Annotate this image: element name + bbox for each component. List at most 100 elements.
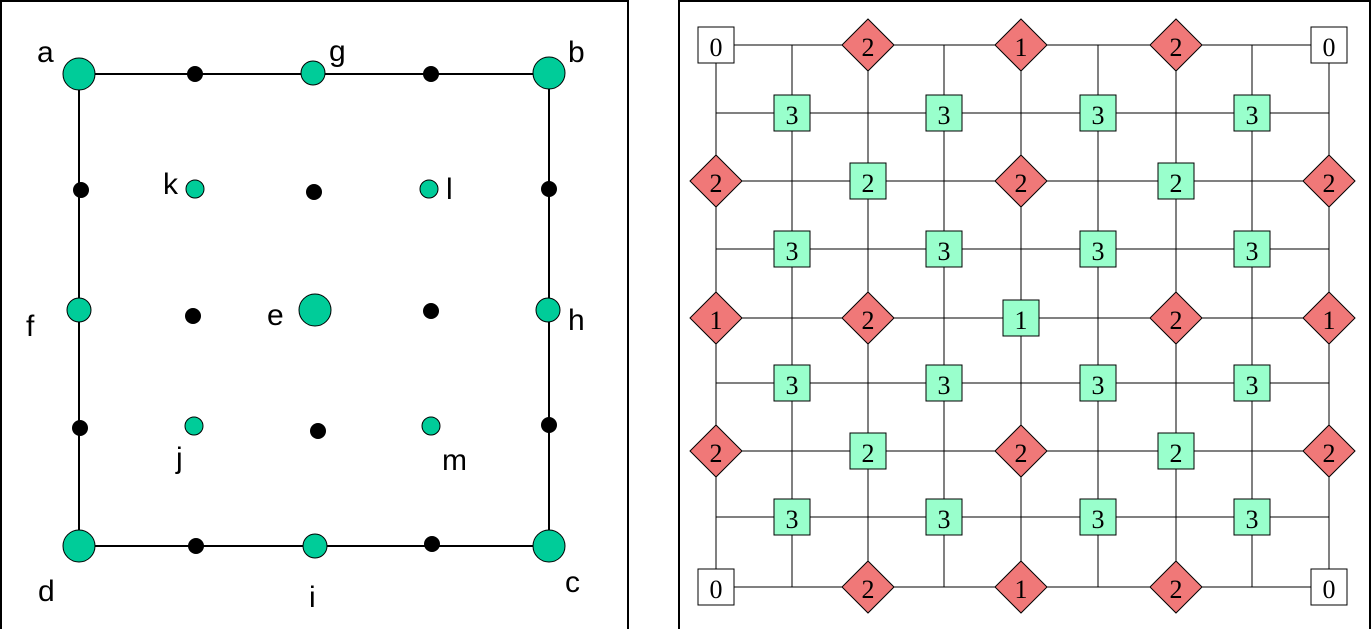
node-f	[66, 297, 92, 323]
green-box: 1	[1002, 299, 1040, 337]
green-box-shape	[1079, 230, 1117, 268]
green-box: 3	[1233, 230, 1271, 268]
red-diamond: 2	[689, 154, 743, 208]
node-g	[300, 60, 326, 86]
node-i	[302, 533, 328, 559]
node-h	[535, 297, 561, 323]
green-box-value: 3	[938, 237, 951, 266]
green-box: 3	[773, 498, 811, 536]
white-box-shape	[1310, 568, 1348, 606]
red-diamond-shape	[994, 424, 1048, 478]
node-k	[185, 179, 205, 199]
label-c: c	[565, 566, 580, 599]
green-box: 3	[925, 498, 963, 536]
green-box: 2	[849, 432, 887, 470]
green-box-value: 3	[786, 371, 799, 400]
midpoint-dot	[188, 538, 204, 554]
label-h: h	[568, 304, 585, 337]
green-box-value: 2	[1170, 439, 1183, 468]
green-box-value: 3	[1092, 237, 1105, 266]
label-b: b	[568, 36, 585, 69]
red-diamond: 2	[1302, 424, 1356, 478]
green-box-value: 3	[938, 101, 951, 130]
red-diamond-shape	[1149, 18, 1203, 72]
green-box: 3	[1079, 498, 1117, 536]
red-diamond: 1	[994, 18, 1048, 72]
red-diamond-shape	[841, 560, 895, 614]
midpoint-dot	[310, 423, 326, 439]
green-box: 3	[773, 94, 811, 132]
node-c	[532, 529, 566, 563]
red-diamond: 2	[1149, 291, 1203, 345]
red-diamond-value: 2	[862, 306, 875, 335]
midpoint-dot	[187, 66, 203, 82]
red-diamond-value: 1	[1015, 575, 1028, 604]
label-d: d	[38, 575, 55, 608]
red-diamond-shape	[994, 18, 1048, 72]
red-diamond: 2	[1149, 18, 1203, 72]
label-f: f	[26, 310, 35, 343]
red-diamond: 2	[841, 560, 895, 614]
green-box-shape	[849, 432, 887, 470]
midpoint-dot	[73, 182, 89, 198]
midpoint-dot	[541, 417, 557, 433]
red-diamond-value: 1	[1323, 306, 1336, 335]
green-box-value: 3	[1246, 101, 1259, 130]
green-box: 3	[1079, 364, 1117, 402]
white-box-value: 0	[710, 575, 723, 604]
midpoint-dot	[185, 308, 201, 324]
green-box-value: 3	[1246, 237, 1259, 266]
green-box-value: 2	[1170, 169, 1183, 198]
left-panel: a b c d e f g h i j k l m	[0, 0, 629, 629]
red-diamond-shape	[1302, 291, 1356, 345]
label-j: j	[175, 442, 183, 475]
green-box-value: 3	[786, 101, 799, 130]
label-k: k	[163, 168, 179, 201]
red-diamond: 1	[1302, 291, 1356, 345]
green-box-value: 3	[786, 237, 799, 266]
white-box: 0	[697, 568, 735, 606]
red-diamond: 2	[841, 291, 895, 345]
node-e	[298, 293, 332, 327]
label-e: e	[267, 299, 284, 332]
white-box-value: 0	[1323, 33, 1336, 62]
red-diamond: 2	[689, 424, 743, 478]
green-box-value: 2	[862, 439, 875, 468]
green-box-shape	[1157, 162, 1195, 200]
red-diamond-shape	[689, 154, 743, 208]
green-box-shape	[1079, 94, 1117, 132]
green-box-shape	[773, 498, 811, 536]
white-box-value: 0	[1323, 575, 1336, 604]
white-box-value: 0	[710, 33, 723, 62]
green-box-shape	[849, 162, 887, 200]
red-diamond: 2	[1149, 560, 1203, 614]
red-diamond-value: 2	[710, 439, 723, 468]
node-a	[62, 57, 96, 91]
green-box-shape	[1002, 299, 1040, 337]
label-i: i	[309, 581, 316, 614]
midpoint-dot	[306, 184, 322, 200]
green-box: 2	[849, 162, 887, 200]
green-box-shape	[925, 498, 963, 536]
red-diamond-shape	[1302, 424, 1356, 478]
green-box: 3	[773, 230, 811, 268]
midpoint-dot	[424, 536, 440, 552]
grid-markers: 0 2 1 2 0 3 3 3 3 2 2 2 2 2 3 3 3 3 1 2 1 2 1 3 3 3 3 2 2 2 2 2 3 3 3 3 0 2 1 2…	[689, 18, 1356, 614]
green-box-shape	[1157, 432, 1195, 470]
red-diamond-value: 2	[1170, 306, 1183, 335]
red-diamond-value: 2	[710, 169, 723, 198]
green-box-shape	[773, 230, 811, 268]
green-box: 3	[1233, 364, 1271, 402]
green-box: 3	[1233, 498, 1271, 536]
red-diamond: 1	[994, 560, 1048, 614]
red-diamond: 2	[994, 424, 1048, 478]
white-box: 0	[697, 26, 735, 64]
green-box-shape	[1233, 364, 1271, 402]
green-box: 3	[925, 94, 963, 132]
green-box-value: 3	[1092, 505, 1105, 534]
red-diamond: 1	[689, 291, 743, 345]
red-diamond-value: 2	[1170, 33, 1183, 62]
green-box-value: 1	[1015, 306, 1028, 335]
node-d	[62, 529, 96, 563]
label-g: g	[329, 35, 346, 68]
